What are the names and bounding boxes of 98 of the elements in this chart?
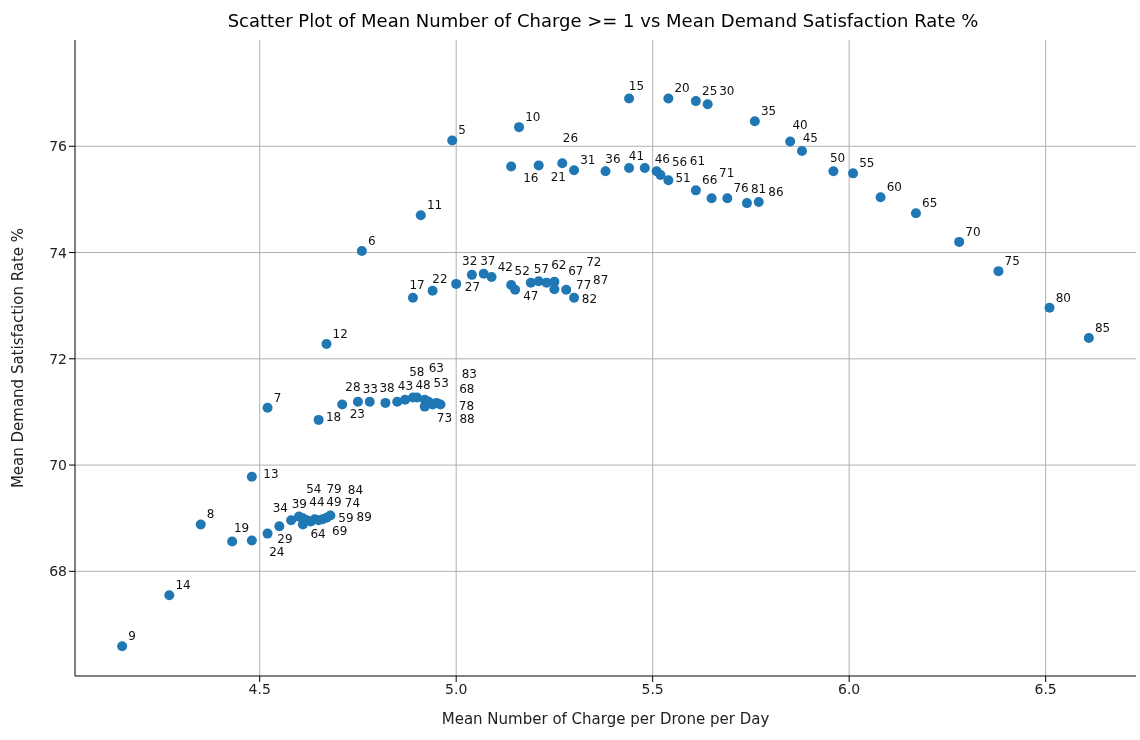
annotation: 58	[409, 365, 425, 380]
annotation: 12	[332, 326, 348, 341]
annotation: 49	[326, 495, 342, 510]
annotation: 84	[347, 483, 364, 498]
annotation: 57	[533, 261, 549, 276]
x-tick-label: 5.5	[641, 680, 664, 697]
annotation: 39	[291, 497, 307, 512]
chart-title: Scatter Plot of Mean Number of Charge >= 1 vs Mean Demand Satisfaction Rate %	[226, 9, 980, 33]
annotation: 42	[497, 259, 513, 274]
annotation: 8	[206, 507, 215, 522]
annotation: 83	[461, 366, 478, 381]
annotation: 23	[349, 407, 366, 422]
y-tick-label: 76	[49, 138, 68, 155]
annotation: 18	[325, 409, 342, 424]
annotation: 7	[273, 390, 282, 405]
annotation: 22	[432, 271, 448, 286]
annotation: 26	[562, 130, 579, 145]
annotation: 72	[586, 255, 602, 270]
annotation: 59	[338, 511, 354, 526]
annotation: 54	[306, 481, 322, 496]
annotation: 82	[581, 292, 598, 307]
annotation: 79	[326, 482, 342, 497]
x-tick-label: 5.0	[445, 680, 468, 697]
y-tick-label: 72	[49, 350, 67, 367]
annotation: 76	[733, 181, 749, 196]
annotation: 6	[367, 233, 376, 248]
annotation: 16	[523, 170, 539, 185]
annotation: 51	[675, 171, 691, 186]
annotation: 29	[277, 532, 293, 547]
annotation: 47	[523, 289, 539, 304]
annotation: 14	[175, 578, 191, 593]
annotation: 41	[628, 148, 645, 163]
x-tick-label: 6.5	[1034, 680, 1057, 697]
annotation: 62	[551, 257, 567, 272]
annotation: 32	[462, 254, 478, 269]
annotation: 30	[719, 84, 735, 99]
annotation: 52	[514, 263, 530, 278]
annotation: 56	[672, 154, 688, 169]
annotation: 81	[750, 182, 767, 197]
y-tick-label: 70	[49, 457, 67, 474]
annotation: 80	[1055, 290, 1071, 305]
annotation: 61	[689, 153, 706, 168]
annotation: 25	[702, 83, 718, 98]
annotation: 65	[922, 196, 938, 211]
annotation: 86	[768, 184, 784, 199]
annotation: 38	[379, 381, 395, 396]
annotation: 78	[458, 398, 475, 413]
annotation: 17	[409, 277, 425, 292]
x-axis-title: Mean Number of Charge per Drone per Day	[441, 710, 770, 728]
annotation: 33	[362, 382, 378, 397]
annotation: 67	[568, 264, 584, 279]
x-tick-label: 6.0	[838, 680, 861, 697]
y-axis-title: Mean Demand Satisfaction Rate %	[9, 227, 28, 489]
annotation: 36	[605, 152, 621, 166]
annotation: 44	[309, 495, 325, 510]
annotation: 5	[458, 123, 467, 138]
annotation: 63	[428, 360, 445, 375]
x-tick-label: 4.5	[248, 680, 271, 697]
y-tick-label: 68	[49, 563, 67, 580]
annotation: 66	[702, 173, 718, 188]
annotation: 50	[829, 151, 846, 166]
annotation: 70	[965, 224, 981, 239]
annotation: 24	[269, 545, 285, 560]
annotation: 88	[459, 411, 475, 426]
annotation: 19	[233, 521, 250, 536]
annotation: 89	[356, 509, 372, 524]
annotation: 68	[459, 381, 475, 396]
annotation: 87	[593, 272, 609, 287]
annotation: 31	[580, 153, 596, 168]
annotation: 34	[272, 500, 289, 515]
annotation: 85	[1094, 320, 1111, 335]
annotation: 37	[480, 253, 496, 268]
annotation: 73	[436, 411, 453, 426]
annotation: 43	[397, 378, 414, 393]
annotation: 21	[550, 169, 567, 184]
annotation: 35	[760, 104, 777, 119]
annotation: 69	[332, 524, 348, 539]
annotation: 75	[1004, 254, 1020, 269]
annotation: 46	[654, 151, 670, 166]
annotation: 27	[464, 279, 481, 294]
annotation: 74	[344, 496, 361, 511]
y-tick-label: 74	[49, 244, 68, 261]
annotation: 11	[426, 198, 443, 213]
annotation: 10	[525, 110, 541, 125]
annotation: 9	[128, 629, 136, 644]
annotation: 77	[576, 277, 592, 292]
annotation: 71	[719, 165, 735, 180]
annotation: 48	[415, 378, 431, 393]
annotation: 45	[802, 131, 818, 146]
annotation: 55	[859, 156, 875, 171]
annotation: 20	[674, 81, 690, 96]
annotation: 64	[310, 527, 326, 542]
annotation: 60	[886, 180, 902, 195]
annotation: 15	[628, 79, 645, 94]
annotation: 13	[263, 466, 279, 481]
annotation: 40	[792, 117, 808, 132]
annotation: 28	[345, 379, 361, 394]
annotation: 53	[433, 375, 449, 390]
